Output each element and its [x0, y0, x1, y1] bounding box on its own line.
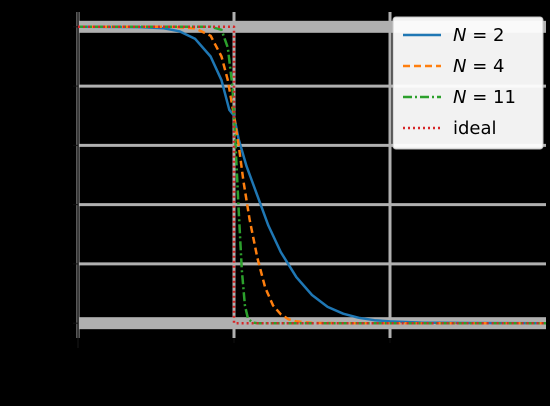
legend-box	[392, 16, 544, 150]
series-line-2	[78, 25, 546, 325]
legend-label-4: ideal	[453, 118, 497, 139]
legend-label-3: N = 11	[453, 87, 516, 108]
legend: N = 2 N = 4 N = 11 ideal	[392, 16, 544, 150]
series-line-1	[77, 25, 547, 325]
legend-label-1: N = 2	[453, 25, 504, 46]
legend-label-2: N = 4	[453, 56, 504, 77]
series-lines	[77, 25, 547, 325]
axes	[73, 12, 391, 348]
